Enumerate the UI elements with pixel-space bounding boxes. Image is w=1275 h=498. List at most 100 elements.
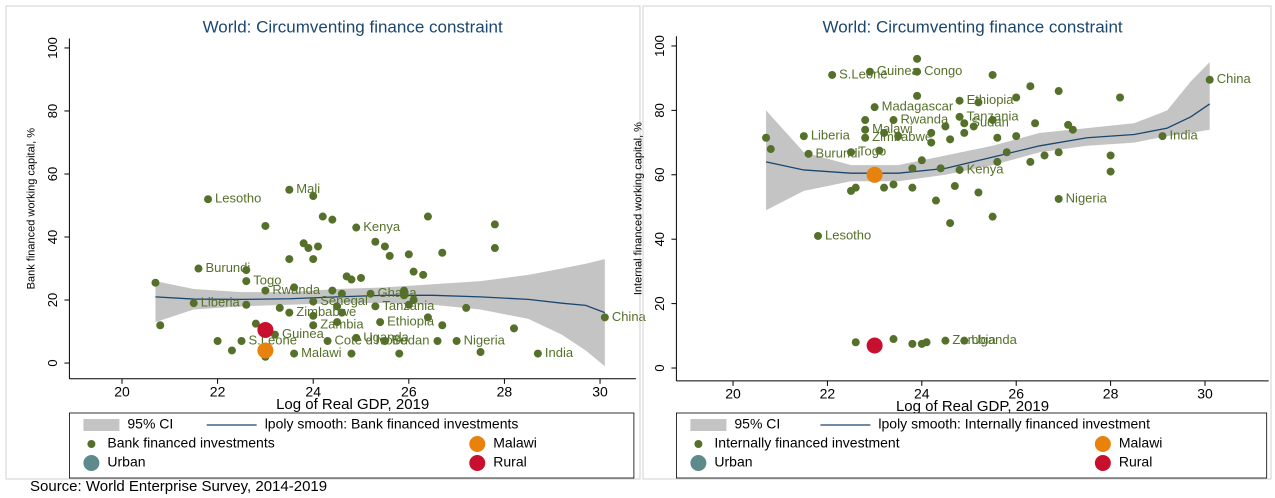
x-tick-label: 20 (725, 386, 741, 402)
legend-label: Malawi (1119, 435, 1163, 451)
point (908, 339, 917, 348)
y-tick-label: 100 (652, 35, 667, 57)
point (242, 300, 251, 309)
point (889, 180, 898, 189)
legend-swatch (690, 455, 707, 471)
x-axis-label: Log of Real GDP, 2019 (276, 396, 429, 413)
x-tick-label: 22 (820, 386, 836, 402)
point (880, 128, 889, 137)
point (917, 156, 926, 165)
y-tick-label: 20 (652, 296, 667, 310)
x-tick-label: 20 (114, 384, 130, 400)
legend-swatch (83, 455, 100, 471)
point (804, 149, 813, 158)
y-tick-label: 40 (652, 232, 667, 246)
point-label: Uganda (363, 329, 409, 344)
point (974, 98, 983, 107)
point-label: Sudan (971, 115, 1009, 130)
point (333, 318, 342, 327)
point (1054, 87, 1063, 96)
point-label: Togo (253, 273, 281, 288)
point-label: Burundi (816, 145, 861, 160)
x-tick-label: 24 (305, 384, 321, 400)
highlight-point (257, 321, 274, 338)
point-label: China (1217, 71, 1252, 86)
point-label: Liberia (201, 295, 241, 310)
legend-swatch (1094, 455, 1111, 471)
point (880, 183, 889, 192)
point (395, 349, 404, 358)
point (1054, 194, 1063, 203)
point (913, 54, 922, 63)
point (509, 324, 518, 333)
point-label: Liberia (811, 128, 851, 143)
point (151, 278, 160, 287)
point-label: India (545, 345, 574, 360)
point (1205, 75, 1214, 84)
point (270, 330, 279, 339)
point (974, 188, 983, 197)
legend-label: 95% CI (127, 416, 173, 432)
point-label: Nigeria (464, 332, 506, 347)
point (1012, 132, 1021, 141)
point (946, 135, 955, 144)
point (1158, 132, 1167, 141)
point (861, 116, 870, 125)
point (156, 321, 165, 330)
legend-label: Malawi (493, 435, 537, 451)
point (875, 146, 884, 155)
point-label: Ethiopia (387, 314, 435, 329)
point-label: Zambia (320, 317, 364, 332)
legend-label: Rural (493, 454, 526, 470)
point (400, 291, 409, 300)
point (600, 313, 609, 322)
y-tick-label: 80 (45, 104, 60, 118)
point (870, 103, 879, 112)
x-tick-label: 28 (1103, 386, 1119, 402)
point (476, 348, 485, 357)
point (828, 70, 837, 79)
point (404, 250, 413, 259)
point (309, 192, 318, 201)
source-note: Source: World Enterprise Survey, 2014-20… (30, 478, 327, 495)
point (309, 321, 318, 330)
point (1106, 151, 1115, 160)
point (333, 302, 342, 311)
legend-swatch (87, 440, 96, 448)
legend-swatch (694, 440, 703, 448)
legend-label: lpoly smooth: Bank financed investments (265, 416, 519, 432)
point (189, 299, 198, 308)
point-label: Mali (296, 181, 320, 196)
point-label: China (612, 309, 647, 324)
point (337, 289, 346, 298)
point (194, 264, 203, 273)
y-tick-label: 40 (45, 230, 60, 244)
legend-swatch (1094, 436, 1111, 452)
point-label: Congo (924, 63, 962, 78)
point (438, 248, 447, 257)
point (813, 231, 822, 240)
point-label: Kenya (967, 161, 1005, 176)
x-tick-label: 30 (592, 384, 608, 400)
point-label: Zimbabwe (872, 129, 932, 144)
point (865, 67, 874, 76)
point (290, 349, 299, 358)
legend-label: Urban (107, 454, 145, 470)
ci-band (155, 259, 605, 367)
point (337, 308, 346, 317)
point-label: Ethiopia (967, 92, 1015, 107)
point (908, 183, 917, 192)
point (285, 185, 294, 194)
point (309, 255, 318, 264)
point (318, 212, 327, 221)
point (762, 133, 771, 142)
point (955, 112, 964, 121)
point (423, 313, 432, 322)
point-label: Kenya (363, 219, 401, 234)
point (988, 212, 997, 221)
point (309, 297, 318, 306)
point (960, 128, 969, 137)
point (376, 318, 385, 327)
point (960, 336, 969, 345)
